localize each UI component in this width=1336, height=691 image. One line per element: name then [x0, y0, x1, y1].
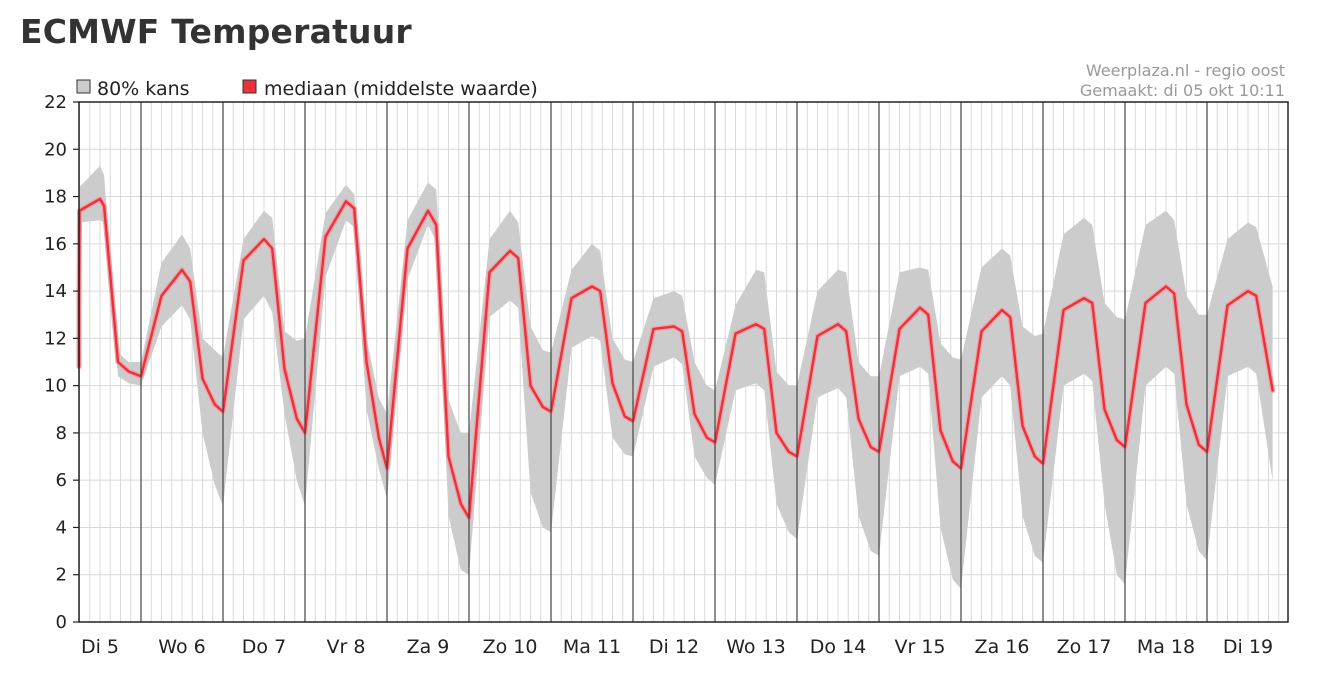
x-day-label: Wo 13 — [726, 636, 786, 658]
x-day-label: Vr 15 — [894, 636, 945, 658]
y-tick-label: 14 — [44, 281, 67, 302]
x-day-label: Do 14 — [810, 636, 866, 658]
x-day-label: Do 7 — [242, 636, 286, 658]
y-tick-label: 2 — [56, 565, 67, 586]
x-day-label: Za 9 — [407, 636, 450, 658]
band-layer — [79, 165, 1273, 589]
x-day-label: Za 16 — [975, 636, 1030, 658]
legend-band-label: 80% kans — [97, 78, 190, 100]
y-tick-label: 8 — [56, 423, 67, 444]
legend-median-swatch — [242, 79, 257, 94]
median-line — [77, 197, 1274, 520]
axis-layer: 0 2 4 6 8 10 12 14 16 18 20 22 Di 5 Wo 6 Do 7 Vr 8 Za 9 Z… — [44, 92, 1289, 658]
x-day-label: Zo 17 — [1057, 636, 1112, 658]
page-title: ECMWF Temperatuur — [20, 12, 412, 51]
band-area — [79, 165, 1273, 589]
x-day-label: Zo 10 — [483, 636, 538, 658]
x-day-label: Vr 8 — [327, 636, 366, 658]
y-tick-label: 16 — [44, 234, 67, 255]
y-tick-label: 10 — [44, 376, 67, 397]
x-day-label: Wo 6 — [158, 636, 205, 658]
x-day-label: Di 12 — [649, 636, 699, 658]
y-tick-label: 4 — [56, 517, 67, 538]
y-tick-label: 6 — [56, 470, 67, 491]
x-day-label: Ma 11 — [563, 636, 621, 658]
y-tick-label: 20 — [44, 139, 67, 160]
x-day-label: Ma 18 — [1137, 636, 1195, 658]
y-tick-label: 18 — [44, 187, 67, 208]
x-day-label: Di 19 — [1223, 636, 1273, 658]
median-layer — [76, 196, 1276, 521]
y-tick-label: 0 — [56, 612, 67, 633]
legend-median-label: mediaan (middelste waarde) — [264, 78, 538, 100]
created-label: Gemaakt: di 05 okt 10:11 — [1080, 81, 1285, 100]
source-label: Weerplaza.nl - regio oost — [1086, 61, 1285, 80]
legend: 80% kans mediaan (middelste waarde) — [76, 78, 538, 100]
y-tick-label: 12 — [44, 328, 67, 349]
y-tick-label: 22 — [44, 92, 67, 113]
plot-frame — [78, 101, 1289, 623]
legend-band-swatch — [76, 79, 91, 94]
x-day-label: Di 5 — [81, 636, 119, 658]
